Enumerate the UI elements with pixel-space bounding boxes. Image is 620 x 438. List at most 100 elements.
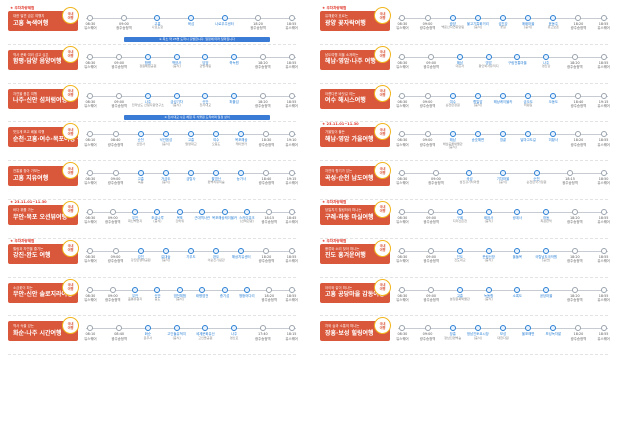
timeline-stop[interactable]: 08:40 광주송정역 (99, 131, 133, 147)
timeline-stop[interactable]: 태평염전 (185, 286, 219, 298)
route-card[interactable]: 역사 속을 걷는 화순·나주 시간여행 국내 여행 08:10 유스퀘어 08:40 광주송정… (4, 316, 300, 356)
route-label[interactable]: 아름다운 바닷길 여는 여수 해시스여행 (320, 88, 390, 109)
timeline-stop[interactable]: 18:40 광주송정역 (249, 170, 283, 185)
timeline-stop[interactable]: 18:20 광주송정역 (246, 92, 280, 108)
timeline-stop[interactable]: 금성기차 (중식) (160, 92, 194, 108)
route-card[interactable]: 역사 문화 여러 섬고 심은 함평·담양 음양여행 국내 여행 08:30 유스퀘어 09:… (4, 45, 300, 84)
timeline-stop[interactable]: 19:15 유스퀘어 (275, 170, 309, 185)
timeline-stop[interactable]: 신안 천사대교 (188, 92, 222, 108)
timeline-stop[interactable]: 완도 이순신기념관 (199, 247, 233, 263)
timeline-stop[interactable]: 장흥 정남진편백숲 (436, 325, 470, 340)
timeline-stop[interactable]: 하동 최참판댁 (529, 208, 563, 224)
timeline-stop[interactable]: 퍼플섬 (217, 92, 251, 104)
timeline-stop[interactable]: 18:55 유스퀘어 (275, 92, 309, 108)
timeline-stop[interactable]: 증기섬 (208, 286, 242, 298)
timeline-stop[interactable]: 짱뚱어다리 (230, 286, 264, 298)
timeline-stop[interactable]: 정남진토요시장 (중식) (461, 325, 495, 340)
timeline-stop[interactable]: 땅끝 (486, 131, 520, 142)
timeline-stop[interactable]: 18:55 유스퀘어 (587, 325, 620, 341)
timeline-stop[interactable]: 09:00 광주송정역 (96, 208, 130, 224)
timeline-stop[interactable]: 여수 순천만정원 (436, 92, 470, 108)
timeline-stop[interactable]: 18:40 광주송정역 (561, 92, 595, 108)
timeline-stop[interactable]: 08:30 유스퀘어 (385, 15, 419, 30)
route-card[interactable]: 자연을 품은 여행 나주·신안 섬처럼여행 국내 여행 08:30 유스퀘어 09:00 광주… (4, 84, 300, 123)
timeline-stop[interactable]: 운림산방 (중식) (472, 247, 506, 263)
timeline-stop[interactable]: 순천 선암사 (124, 131, 158, 146)
timeline-stop[interactable]: 09:00 광주송정역 (96, 286, 130, 302)
route-card[interactable]: ★ 주차차량체험 힐링과 자연을 즐기는 강진·완도 여행 국내 여행 08:30 유스퀘어… (4, 239, 300, 278)
timeline-stop[interactable]: 백양사 (중식) (160, 53, 194, 69)
timeline-stop[interactable]: 18:20 광주송정역 (252, 286, 286, 302)
timeline-stop[interactable]: 09:00 광주송정역 (411, 325, 445, 341)
route-card[interactable]: ★ 23.11.01~11.30 가을빛이 물든 해남·영암 가을여행 국내 여행 08:… (316, 122, 612, 162)
timeline-stop[interactable]: 19:10 유스퀘어 (275, 131, 309, 147)
timeline-stop[interactable]: 갈대숲 (중식) (149, 247, 183, 263)
timeline-stop[interactable]: 영암 왕인박사유적지 (472, 53, 506, 69)
timeline-stop[interactable]: 해상케이블카 (486, 92, 520, 104)
timeline-stop[interactable]: 18:45 유스퀘어 (275, 208, 309, 224)
timeline-stop[interactable]: 08:30 유스퀘어 (385, 286, 419, 302)
timeline-stop[interactable]: 고흥 녹동 (124, 170, 158, 185)
timeline-stop[interactable]: 09:00 광주송정역 (107, 15, 141, 30)
timeline-stop[interactable]: 08:10 유스퀘어 (73, 131, 107, 147)
timeline-stop[interactable]: 매화마을 (중식) (511, 15, 545, 30)
timeline-stop[interactable]: 송호해변 (461, 131, 495, 142)
timeline-stop[interactable]: 진도 진도대교 (443, 247, 477, 263)
timeline-stop[interactable]: 소록도 (500, 286, 534, 298)
timeline-stop[interactable]: 보성 대한다원 (486, 325, 520, 340)
timeline-stop[interactable]: 18:55 유스퀘어 (587, 208, 620, 224)
timeline-stop[interactable]: 09:00 광주송정역 (414, 286, 448, 302)
timeline-stop[interactable]: 18:20 광주송정역 (241, 15, 275, 30)
timeline-stop[interactable]: 18:20 광주송정역 (561, 325, 595, 341)
route-label[interactable]: 대한 발견 금은 여행지 고흥 녹색여행 (8, 11, 78, 31)
route-label[interactable]: 힐링과 자연을 즐기는 강진·완도 여행 (8, 243, 78, 264)
timeline-stop[interactable]: 09:00 광주송정역 (419, 170, 453, 185)
route-label[interactable]: 자연의 향기가 있는 곡성·순천 남도여행 (320, 166, 390, 187)
timeline-stop[interactable]: 08:10 유스퀘어 (73, 325, 107, 341)
timeline-stop[interactable]: 곡성 섬진강기차마을 (452, 170, 486, 185)
timeline-stop[interactable]: 18:15 유스퀘어 (275, 325, 309, 341)
timeline-stop[interactable]: 08:30 유스퀘어 (385, 325, 419, 341)
route-label[interactable]: 역사 속을 걷는 화순·나주 시간여행 (8, 321, 78, 342)
timeline-stop[interactable]: 여수 오동도 (199, 131, 233, 146)
timeline-stop[interactable]: 08:30 유스퀘어 (385, 131, 419, 147)
route-card[interactable]: 아름다운 바닷길 여는 여수 해시스여행 국내 여행 08:30 유스퀘어 09:00 광주송… (316, 84, 612, 123)
timeline-stop[interactable]: 강진 강진만생태공원 (124, 247, 158, 263)
route-label[interactable]: 가을빛이 물든 해남·영암 가을여행 (320, 127, 390, 148)
timeline-stop[interactable]: 세계문화유산 고인돌공원 (188, 325, 222, 340)
route-label[interactable]: 자연을 품은 여행 나주·신안 섬처럼여행 (8, 88, 78, 109)
timeline-stop[interactable]: 18:55 유스퀘어 (275, 247, 309, 263)
timeline-stop[interactable]: 18:20 광주송정역 (558, 286, 592, 302)
timeline-stop[interactable]: 공당마을 (529, 286, 563, 298)
timeline-stop[interactable]: 18:55 유스퀘어 (587, 53, 620, 69)
timeline-stop[interactable]: 기차마을 (중식) (486, 170, 520, 185)
timeline-stop[interactable]: 08:30 유스퀘어 (73, 170, 107, 185)
timeline-stop[interactable]: 18:50 유스퀘어 (587, 170, 620, 185)
route-card[interactable]: 남도여행 겨울 소개하는 해남·영암·나주 여행 국내 여행 08:30 유스퀘어 09:0… (316, 45, 612, 84)
timeline-stop[interactable]: 녹동항 (중식) (472, 286, 506, 302)
timeline-stop[interactable]: 09:00 광주송정역 (414, 208, 448, 224)
timeline-stop[interactable]: 18:55 유스퀘어 (587, 247, 620, 263)
timeline-stop[interactable]: 08:30 유스퀘어 (73, 247, 107, 263)
timeline-stop[interactable]: 낙안읍성 (중식) (149, 131, 183, 146)
timeline-stop[interactable]: 08:30 유스퀘어 (73, 286, 107, 302)
route-label[interactable]: 유채꽃이 흐르는 광양 꽃자락여행 (320, 11, 390, 31)
timeline-stop[interactable]: 18:55 유스퀘어 (275, 286, 309, 302)
timeline-stop[interactable]: 09:00 광주송정역 (411, 92, 445, 108)
timeline-stop[interactable]: 나로우주센터 (208, 15, 242, 26)
timeline-stop[interactable]: 해남 대흥사 (443, 53, 477, 69)
route-card[interactable]: 아이와 같이 떠나는 고흥 공당마을 감동여행 국내 여행 08:30 유스퀘어 09:00… (316, 278, 612, 317)
route-card[interactable]: ★ 주차차량체험 대한 발견 금은 여행지 고흥 녹색여행 국내 여행 08:30 유스퀘어… (4, 6, 300, 45)
timeline-stop[interactable]: 18:20 광주송정역 (249, 247, 283, 263)
route-label[interactable]: 전통을 찾아 가보는 고흥 지유여행 (8, 166, 78, 187)
timeline-stop[interactable]: 18:55 유스퀘어 (275, 15, 309, 30)
timeline-stop[interactable]: 고흥 분청문화박물관 (443, 286, 477, 302)
timeline-stop[interactable]: 09:00 광주송정역 (414, 53, 448, 69)
timeline-stop[interactable]: 목포해상케이블카 (208, 208, 242, 220)
route-label[interactable]: 소금꽃이 피는 무안·신안 솔로지라여행 (8, 282, 78, 303)
timeline-stop[interactable]: 18:55 유스퀘어 (275, 53, 309, 69)
timeline-stop[interactable]: 금오도 비렁길 (511, 92, 545, 108)
timeline-stop[interactable]: 금탑사 (174, 170, 208, 181)
route-card[interactable]: 차와 숲과 소통의 떠나는 장흥·보성 힐링여행 국내 여행 08:30 유스퀘어 09:0… (316, 316, 612, 356)
